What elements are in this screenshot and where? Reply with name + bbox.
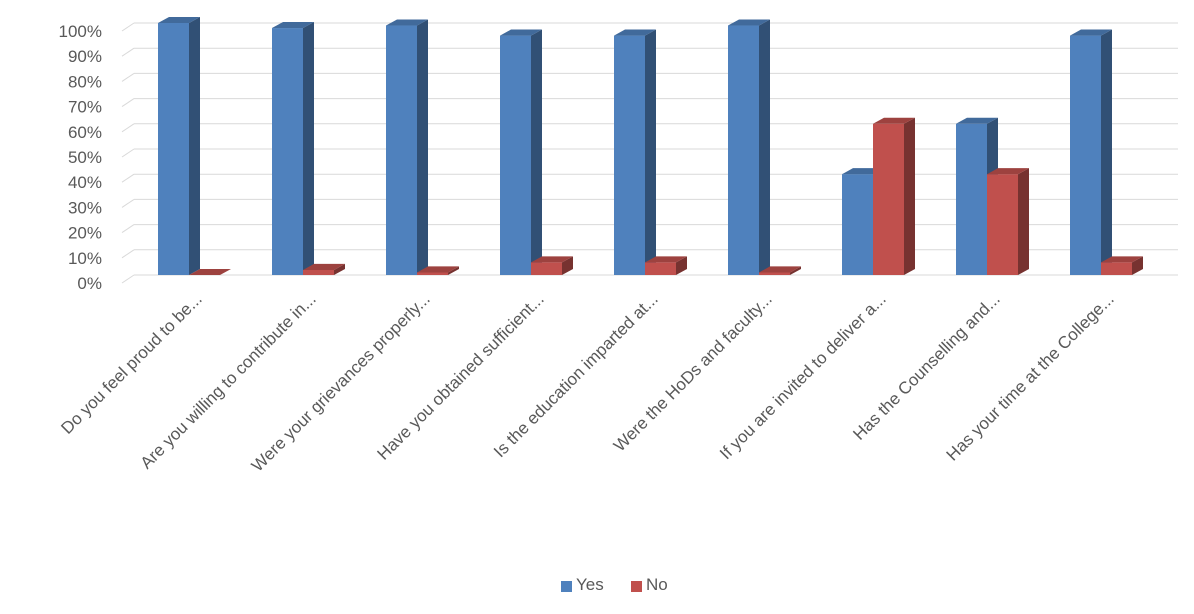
bar-top	[956, 117, 998, 124]
legend-swatch-no	[631, 581, 642, 592]
bar-side	[189, 16, 200, 275]
bar-side	[904, 117, 915, 275]
gridline-side	[121, 274, 135, 284]
bar-yes	[386, 19, 428, 275]
bar-side	[676, 256, 687, 275]
gridline-side	[121, 72, 135, 82]
bar-side	[562, 256, 573, 275]
bar-top	[645, 256, 687, 263]
bar-yes	[1070, 29, 1112, 275]
y-tick-label: 100%	[59, 22, 102, 41]
y-tick-label: 20%	[68, 224, 102, 243]
bar-side	[303, 21, 314, 275]
bar-top	[500, 29, 542, 36]
bar-front	[956, 123, 987, 275]
y-axis-ticks: 0% 10% 20% 30% 40% 50% 60% 70% 80% 90% 100%	[59, 22, 102, 293]
bar-side	[645, 29, 656, 275]
bar-front	[842, 174, 873, 275]
y-tick-label: 30%	[68, 198, 102, 217]
bar-no	[873, 117, 915, 275]
legend: Yes No	[561, 575, 668, 594]
bar-top	[303, 263, 345, 270]
bar-top	[189, 268, 231, 275]
legend-label-yes: Yes	[576, 575, 604, 594]
bar-front	[759, 272, 790, 275]
bar-side	[1101, 29, 1112, 275]
bar-front	[158, 23, 189, 275]
y-tick-label: 60%	[68, 123, 102, 142]
bar-front	[531, 262, 562, 275]
bar-front	[272, 28, 303, 276]
gridline-side	[121, 249, 135, 259]
bar-front	[500, 35, 531, 275]
bar-yes	[728, 19, 770, 275]
bar-no	[189, 268, 231, 275]
bar-no	[645, 256, 687, 275]
y-tick-label: 80%	[68, 72, 102, 91]
bar-side	[1018, 168, 1029, 275]
bar-side	[417, 19, 428, 275]
bar-side	[448, 266, 459, 275]
bar-top	[272, 21, 314, 29]
gridline-side	[121, 198, 135, 208]
gridline-side	[121, 224, 135, 234]
bar-no	[759, 266, 801, 275]
bar-top	[531, 256, 573, 263]
bar-top	[386, 19, 428, 26]
gridline-side	[121, 22, 135, 32]
bar-front	[417, 272, 448, 275]
gridline-side	[121, 47, 135, 57]
bar-no	[987, 168, 1029, 275]
bar-front	[614, 35, 645, 275]
bar-front	[873, 123, 904, 275]
legend-swatch-yes	[561, 581, 572, 592]
gridline-side	[121, 98, 135, 108]
bar-top	[1070, 29, 1112, 36]
bar-yes	[614, 29, 656, 275]
bar-side	[1132, 256, 1143, 275]
bars	[158, 16, 1143, 276]
bar-no	[1101, 256, 1143, 275]
gridline-side	[121, 173, 135, 183]
bar-front	[303, 269, 334, 275]
x-category-label: Were your grievances properly...	[248, 289, 434, 475]
bar-front	[987, 174, 1018, 275]
bar-front	[1101, 262, 1132, 275]
bar-no	[531, 256, 573, 275]
bar-top	[158, 16, 200, 23]
bar-side	[790, 266, 801, 275]
y-tick-label: 10%	[68, 249, 102, 268]
bar-yes	[272, 21, 314, 276]
bar-top	[1101, 256, 1143, 263]
y-tick-label: 0%	[77, 274, 102, 293]
bar-top	[614, 29, 656, 36]
y-tick-label: 40%	[68, 173, 102, 192]
bar-side	[531, 29, 542, 275]
bar-front	[1070, 35, 1101, 275]
bar-front	[645, 262, 676, 275]
bar-top	[417, 266, 459, 273]
bar-yes	[158, 16, 200, 275]
bar-no	[417, 266, 459, 275]
bar-top	[987, 168, 1029, 175]
bar-no	[303, 263, 345, 275]
bar-top	[728, 19, 770, 26]
x-axis-labels: Do you feel proud to be...Are you willin…	[57, 289, 1117, 475]
bar-side	[334, 263, 345, 275]
y-tick-label: 50%	[68, 148, 102, 167]
bar-top	[873, 117, 915, 124]
bar-side	[759, 19, 770, 275]
y-tick-label: 70%	[68, 98, 102, 117]
y-tick-label: 90%	[68, 47, 102, 66]
bar-top	[759, 266, 801, 273]
bar-front	[386, 25, 417, 275]
gridline-side	[121, 148, 135, 158]
legend-label-no: No	[646, 575, 668, 594]
bar-yes	[500, 29, 542, 275]
bar-front	[728, 25, 759, 275]
gridline-side	[121, 123, 135, 133]
